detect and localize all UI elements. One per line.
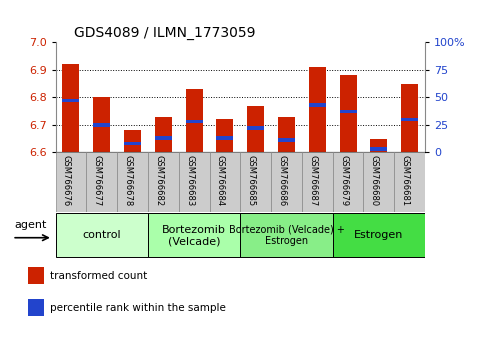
Bar bbox=[240, 213, 333, 257]
Bar bbox=[271, 152, 302, 212]
Bar bbox=[216, 119, 233, 152]
Bar bbox=[28, 299, 44, 316]
Bar bbox=[401, 84, 418, 152]
Bar bbox=[124, 142, 141, 145]
Bar bbox=[340, 75, 356, 152]
Text: GSM766677: GSM766677 bbox=[93, 155, 102, 206]
Text: GSM766686: GSM766686 bbox=[277, 155, 286, 206]
Bar bbox=[148, 213, 241, 257]
Bar bbox=[93, 123, 110, 127]
Bar bbox=[185, 89, 202, 152]
Text: GDS4089 / ILMN_1773059: GDS4089 / ILMN_1773059 bbox=[74, 26, 256, 40]
Text: GSM766679: GSM766679 bbox=[339, 155, 348, 206]
Bar bbox=[364, 152, 394, 212]
Bar bbox=[185, 120, 202, 123]
Text: GSM766685: GSM766685 bbox=[247, 155, 256, 206]
Bar bbox=[278, 116, 295, 152]
Text: Bortezomib
(Velcade): Bortezomib (Velcade) bbox=[162, 224, 226, 246]
Text: control: control bbox=[83, 230, 121, 240]
Bar bbox=[401, 118, 418, 121]
Text: GSM766684: GSM766684 bbox=[216, 155, 225, 206]
Text: transformed count: transformed count bbox=[50, 271, 147, 281]
Bar bbox=[117, 152, 148, 212]
Bar bbox=[179, 152, 210, 212]
Bar bbox=[302, 152, 333, 212]
Bar bbox=[333, 152, 364, 212]
Bar bbox=[93, 97, 110, 152]
Text: GSM766683: GSM766683 bbox=[185, 155, 194, 206]
Bar bbox=[309, 67, 326, 152]
Bar bbox=[155, 136, 172, 140]
Bar bbox=[56, 152, 86, 212]
Bar bbox=[333, 213, 425, 257]
Bar bbox=[370, 147, 387, 151]
Bar bbox=[28, 267, 44, 284]
Bar bbox=[62, 64, 79, 152]
Text: agent: agent bbox=[14, 220, 46, 230]
Bar bbox=[240, 152, 271, 212]
Bar bbox=[216, 136, 233, 140]
Bar bbox=[278, 138, 295, 142]
Text: GSM766687: GSM766687 bbox=[308, 155, 317, 206]
Text: GSM766681: GSM766681 bbox=[400, 155, 410, 206]
Bar bbox=[155, 116, 172, 152]
Bar bbox=[370, 138, 387, 152]
Bar bbox=[148, 152, 179, 212]
Text: Estrogen: Estrogen bbox=[354, 230, 403, 240]
Bar bbox=[86, 152, 117, 212]
Bar bbox=[309, 103, 326, 107]
Bar bbox=[210, 152, 240, 212]
Text: GSM766676: GSM766676 bbox=[62, 155, 71, 206]
Bar bbox=[340, 110, 356, 113]
Text: Bortezomib (Velcade) +
Estrogen: Bortezomib (Velcade) + Estrogen bbox=[228, 224, 344, 246]
Text: percentile rank within the sample: percentile rank within the sample bbox=[50, 303, 226, 313]
Text: GSM766680: GSM766680 bbox=[370, 155, 379, 206]
Bar bbox=[247, 105, 264, 152]
Bar bbox=[124, 130, 141, 152]
Bar bbox=[62, 99, 79, 102]
Text: GSM766678: GSM766678 bbox=[124, 155, 132, 206]
Bar bbox=[247, 126, 264, 130]
Text: GSM766682: GSM766682 bbox=[154, 155, 163, 206]
Bar bbox=[56, 213, 148, 257]
Bar bbox=[394, 152, 425, 212]
